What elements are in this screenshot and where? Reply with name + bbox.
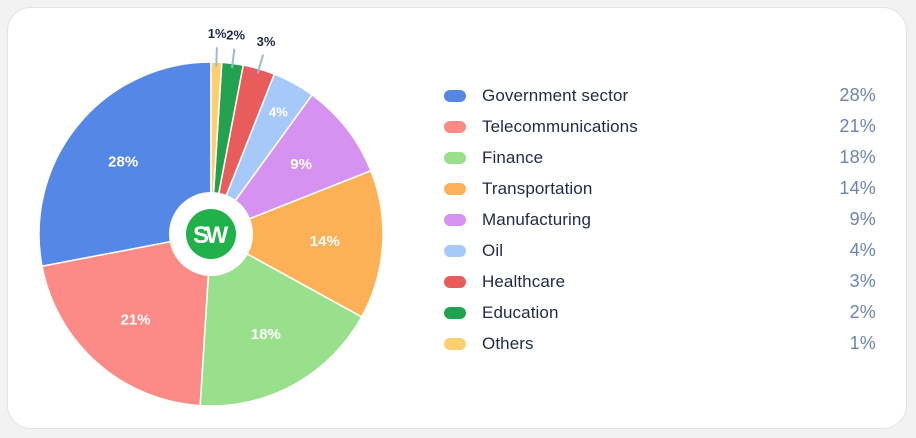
legend-value: 28% (839, 85, 876, 105)
legend-swatch (444, 213, 466, 226)
legend-value: 14% (839, 178, 876, 198)
legend-item[interactable]: Finance 18% (444, 142, 876, 173)
legend-item[interactable]: Education 2% (444, 297, 876, 328)
legend-label: Government sector (482, 85, 629, 105)
legend-label: Healthcare (482, 271, 566, 291)
center-logo: W S (169, 192, 253, 276)
legend-item[interactable]: Others 1% (444, 328, 876, 359)
legend-swatch (444, 182, 466, 195)
slice-value-label: 2% (226, 28, 245, 43)
legend-label: Education (482, 302, 559, 322)
legend-swatch (444, 275, 466, 288)
pie-slice-transportation[interactable] (209, 169, 384, 318)
legend-item[interactable]: Healthcare 3% (444, 266, 876, 297)
slice-value-label: 28% (108, 153, 138, 170)
legend-label: Finance (482, 147, 544, 167)
leader-lines (215, 47, 264, 74)
pie-chart: 28% 21% 18% 14% 9% 4% 3% 2%1% W S (38, 26, 384, 407)
legend-label: Telecommunications (482, 116, 638, 136)
legend-value: 2% (849, 302, 876, 322)
legend-label: Transportation (482, 178, 593, 198)
pie-slice-government-sector[interactable] (38, 61, 212, 268)
legend-swatch (444, 120, 466, 133)
legend-swatch (444, 306, 466, 319)
pie-slices (38, 61, 384, 407)
logo-letter-s: S (193, 222, 209, 249)
chart-legend: Government sector 28% Telecommunications 21… (444, 80, 876, 359)
legend-value: 1% (849, 333, 876, 353)
legend-item[interactable]: Telecommunications 21% (444, 111, 876, 142)
legend-value: 21% (839, 116, 876, 136)
slice-value-label: 4% (269, 104, 288, 119)
slice-value-label: 3% (257, 34, 276, 49)
slice-value-label: 1% (208, 26, 227, 41)
legend-item[interactable]: Oil 4% (444, 235, 876, 266)
slice-value-label: 9% (290, 156, 312, 173)
legend-value: 18% (839, 147, 876, 167)
legend-swatch (444, 337, 466, 350)
leader-line (256, 54, 264, 74)
slice-value-label: 21% (121, 312, 151, 329)
pie-slice-manufacturing[interactable] (208, 93, 372, 236)
legend-label: Oil (482, 240, 504, 260)
legend-swatch (444, 89, 466, 102)
legend-value: 3% (849, 271, 876, 291)
legend-label: Others (482, 333, 534, 353)
logo-badge-icon (186, 209, 236, 259)
legend-item[interactable]: Transportation 14% (444, 173, 876, 204)
slice-labels: 28% 21% 18% 14% 9% 4% 3% 2%1% (108, 26, 340, 343)
legend-item[interactable]: Manufacturing 9% (444, 204, 876, 235)
legend-value: 4% (849, 240, 876, 260)
leader-line (231, 48, 236, 69)
slice-value-label: 18% (251, 326, 281, 343)
legend-swatch (444, 244, 466, 257)
leader-line (215, 47, 218, 68)
legend-swatch (444, 151, 466, 164)
legend-value: 9% (849, 209, 876, 229)
pie-slice-finance[interactable] (199, 232, 363, 407)
slice-value-label: 14% (310, 233, 340, 250)
logo-letter-w: W (206, 222, 229, 249)
pie-slice-telecommunications[interactable] (41, 233, 212, 407)
legend-item[interactable]: Government sector 28% (444, 80, 876, 111)
legend-label: Manufacturing (482, 209, 592, 229)
